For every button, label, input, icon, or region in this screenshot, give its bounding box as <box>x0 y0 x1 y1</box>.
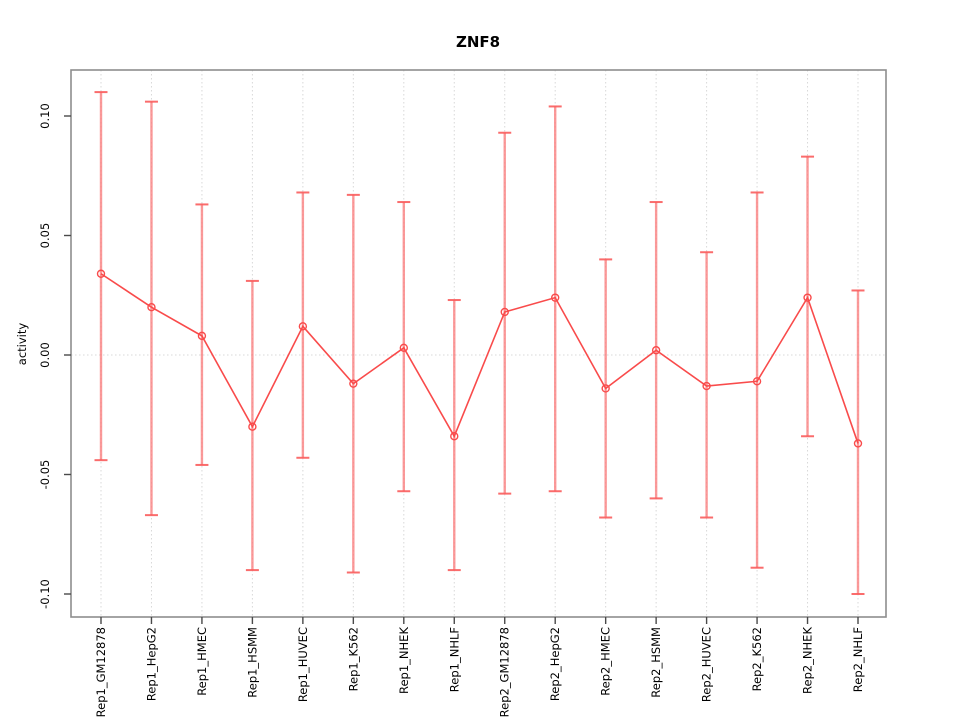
data-point <box>96 269 106 278</box>
x-tick-label: Rep2_HSMM <box>649 627 663 698</box>
y-tick-label: 0.00 <box>38 342 52 368</box>
data-point <box>752 377 762 386</box>
data-point <box>147 303 156 312</box>
data-point <box>853 439 863 448</box>
y-tick-label: 0.10 <box>38 103 52 129</box>
axes-layer: -0.10 -0.05 0.00 0.05 0.10 Rep1_GM12878 Rep1_H… <box>38 69 887 717</box>
data-point <box>349 379 358 388</box>
data-point <box>248 422 257 431</box>
x-tick-label: Rep1_HSMM <box>245 627 259 698</box>
data-point <box>399 343 408 353</box>
data-point <box>551 293 560 302</box>
error-bar-layer <box>94 91 865 595</box>
x-tick-label: Rep2_NHEK <box>801 627 815 694</box>
data-point <box>601 384 610 393</box>
x-tick-label: Rep1_GM12878 <box>94 627 108 717</box>
y-tick-label: 0.05 <box>38 223 52 249</box>
x-tick-label: Rep2_HepG2 <box>548 627 562 701</box>
x-tick-label: Rep1_HepG2 <box>144 627 158 701</box>
data-point <box>298 322 308 331</box>
grid-layer <box>71 70 886 617</box>
data-point <box>651 346 661 355</box>
plot-box <box>70 69 887 618</box>
chart-title: ZNF8 <box>456 33 500 51</box>
y-tick-label: -0.05 <box>38 460 52 490</box>
x-tick-label: Rep2_GM12878 <box>498 627 512 717</box>
x-tick-label: Rep1_HUVEC <box>296 627 310 702</box>
data-point <box>197 331 207 341</box>
series-layer <box>96 269 863 448</box>
y-axis-label: activity <box>15 323 29 366</box>
series-line <box>100 273 859 444</box>
y-tick-label: -0.10 <box>38 579 52 609</box>
x-tick-label: Rep2_HUVEC <box>700 627 714 702</box>
x-tick-label: Rep2_HMEC <box>599 627 613 696</box>
x-tick-label: Rep1_HMEC <box>195 627 209 696</box>
x-tick-label: Rep1_K562 <box>346 627 360 691</box>
data-point <box>500 307 509 317</box>
x-tick-label: Rep2_K562 <box>750 627 764 691</box>
x-tick-label: Rep1_NHEK <box>397 627 411 694</box>
data-point <box>450 432 459 441</box>
x-tick-label: Rep2_NHLF <box>851 627 865 692</box>
data-point <box>702 381 711 391</box>
x-tick-label: Rep1_NHLF <box>447 627 461 692</box>
data-point <box>803 293 812 302</box>
